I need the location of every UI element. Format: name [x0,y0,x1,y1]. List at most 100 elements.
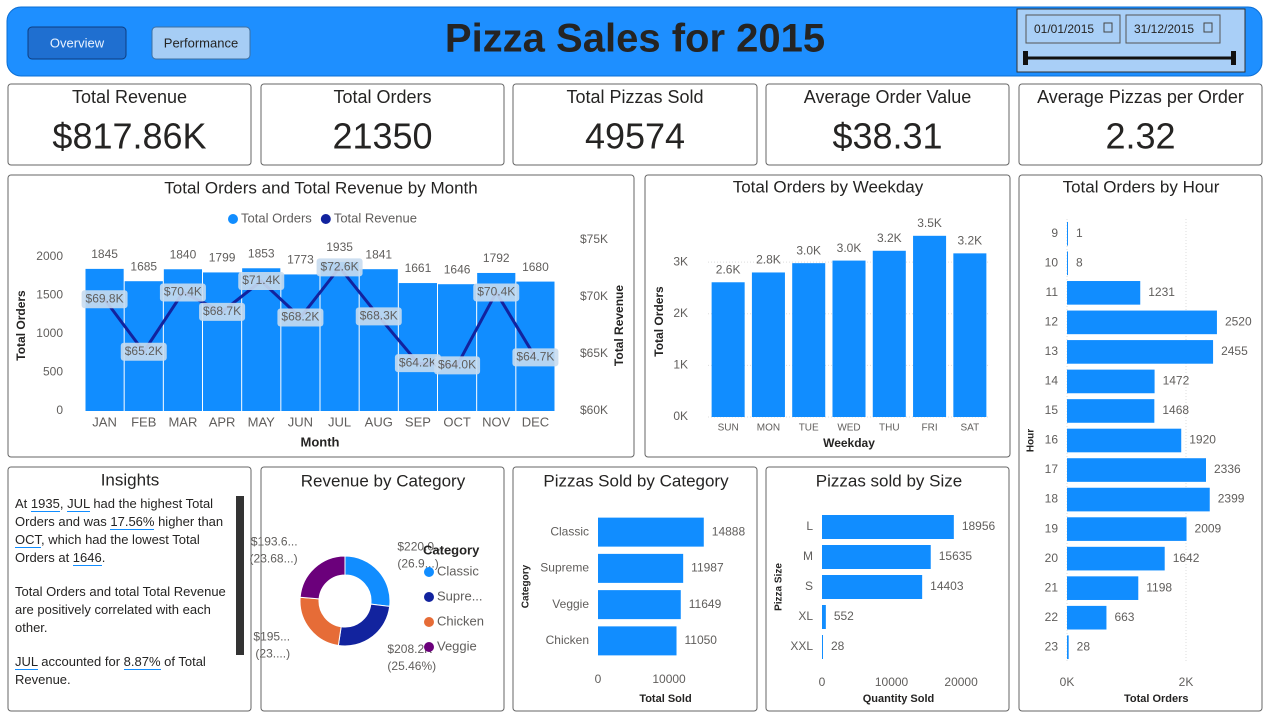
text-run: , which had the lowest Total Orders at [15,532,200,565]
calendar-icon[interactable] [1203,22,1213,33]
y2-tick-label: $75K [580,232,608,246]
category-label: Veggie [552,597,589,611]
text-run: had the highest Total Orders and was [15,496,214,529]
kpi-label: Total Pizzas Sold [566,87,703,107]
x-tick-label: THU [879,423,900,434]
insight-paragraph: Total Orders and total Total Revenue are… [15,583,231,637]
y-tick-label: 2000 [36,249,63,263]
scrollbar[interactable] [236,496,244,655]
x-tick-label: DEC [522,414,549,429]
kpi-value: $817.86K [52,116,206,157]
x-tick-label: SEP [405,414,431,429]
kpi-value: $38.31 [832,116,942,157]
bar-value-label: 1792 [483,251,510,265]
line-value-label: $71.4K [242,273,280,287]
line-value-label: $68.2K [281,310,319,324]
text-run: accounted for [37,654,124,669]
legend-label: Total Orders [241,210,312,225]
kpi-row: Total Revenue $817.86K Total Orders 21350 To… [7,83,1263,166]
category-label: S [805,579,813,593]
bar [1067,251,1068,276]
button-label[interactable]: Overview [50,35,105,50]
y-axis-label: Total Orders [652,286,666,357]
legend-label: Veggie [437,638,477,653]
slice-value-label: $208.2K [387,642,432,656]
kpi-label: Average Pizzas per Order [1037,87,1244,107]
y-tick-label: 1500 [36,288,63,302]
slice-percent-label: (25.46%) [387,659,436,673]
category-label: 23 [1045,639,1059,653]
x-tick-label: JAN [92,414,117,429]
bar [85,268,124,411]
category-label: M [803,549,813,563]
label-box [120,342,167,361]
slider-handle[interactable] [1231,51,1236,65]
label-box [199,302,246,321]
bar [913,235,947,417]
bar [1067,517,1187,541]
bar [598,590,681,620]
bar-value-label: 11050 [685,633,718,647]
line-value-label: $68.3K [360,309,398,323]
chart-title: Total Orders by Hour [1063,177,1220,196]
y-axis-label: Pizza Size [774,563,785,611]
date-input[interactable] [1025,14,1121,44]
label-box [238,272,285,291]
calendar-icon[interactable] [1103,22,1113,33]
text-run: Total Orders and total Total Revenue are… [15,584,226,635]
y-tick-label: 1000 [36,326,63,340]
highlight: 8.87% [123,654,161,670]
bar [1067,576,1139,600]
label-box [277,308,324,327]
bar-value-label: 1853 [248,246,275,260]
bar-value-label: 1920 [1189,433,1216,447]
date-from[interactable]: 01/01/2015 [1034,22,1094,36]
slider-handle[interactable] [1023,51,1028,65]
bar [1067,428,1182,453]
bar-value-label: 11987 [691,561,724,575]
highlight: 17.56% [110,514,155,530]
line-value-label: $64.0K [438,358,476,372]
date-to[interactable]: 31/12/2015 [1134,22,1194,36]
bar-value-label: 1935 [326,240,353,254]
line-value-label: $64.7K [516,350,554,364]
kpi-label: Total Orders [333,87,431,107]
bar-value-label: 552 [834,609,854,623]
bar [598,626,677,656]
highlight: JUL [67,496,90,512]
dashboard-title: Pizza Sales for 2015 [445,17,825,61]
bar-value-label: 2.6K [716,262,741,276]
bar [320,261,359,411]
bar-value-label: 3.5K [917,216,942,230]
kpi-card [1018,83,1263,166]
bar [822,635,823,659]
x-tick-label: SAT [960,423,979,434]
text-run: higher than [154,514,224,529]
x-tick-label: NOV [482,414,511,429]
x-tick-label: MAR [168,414,197,429]
x-tick-label: OCT [443,414,471,429]
bar [598,517,704,547]
category-label: 14 [1045,374,1059,388]
label-box [473,283,520,302]
y-axis-label: Hour [1026,429,1037,452]
performance-button[interactable] [151,26,251,60]
insights-title: Insights [101,470,160,489]
y-axis-label: Category [521,564,532,608]
bar-value-label: 1198 [1146,580,1172,594]
x-axis-label: Quantity Sold [863,693,935,705]
bar-value-label: 14888 [712,524,746,538]
line-value-label: $72.6K [321,260,359,274]
bar-value-label: 663 [1114,610,1134,624]
button-label[interactable]: Performance [164,35,238,50]
kpi-label: Average Order Value [804,87,971,107]
bar [1067,369,1155,394]
overview-button[interactable] [27,26,127,60]
insight-paragraph: At 1935, JUL had the highest Total Order… [15,495,231,567]
bar-value-label: 1468 [1162,403,1189,417]
legend-marker [228,214,238,224]
bar [792,263,826,417]
category-label: 19 [1045,521,1059,535]
